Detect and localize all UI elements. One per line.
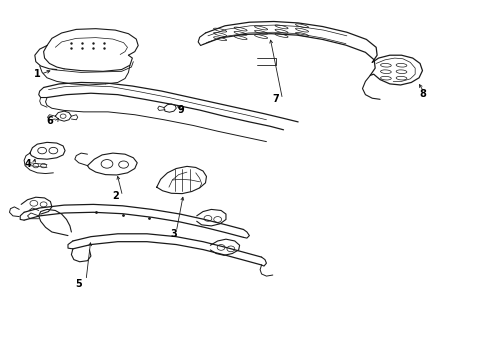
Text: 6: 6 — [46, 116, 53, 126]
Text: 7: 7 — [272, 94, 279, 104]
Text: 3: 3 — [170, 229, 177, 239]
Text: 5: 5 — [75, 279, 82, 289]
Text: 1: 1 — [34, 69, 41, 79]
Text: 4: 4 — [24, 159, 31, 169]
Text: 8: 8 — [418, 89, 425, 99]
Text: 2: 2 — [112, 191, 119, 201]
Text: 9: 9 — [177, 105, 184, 115]
